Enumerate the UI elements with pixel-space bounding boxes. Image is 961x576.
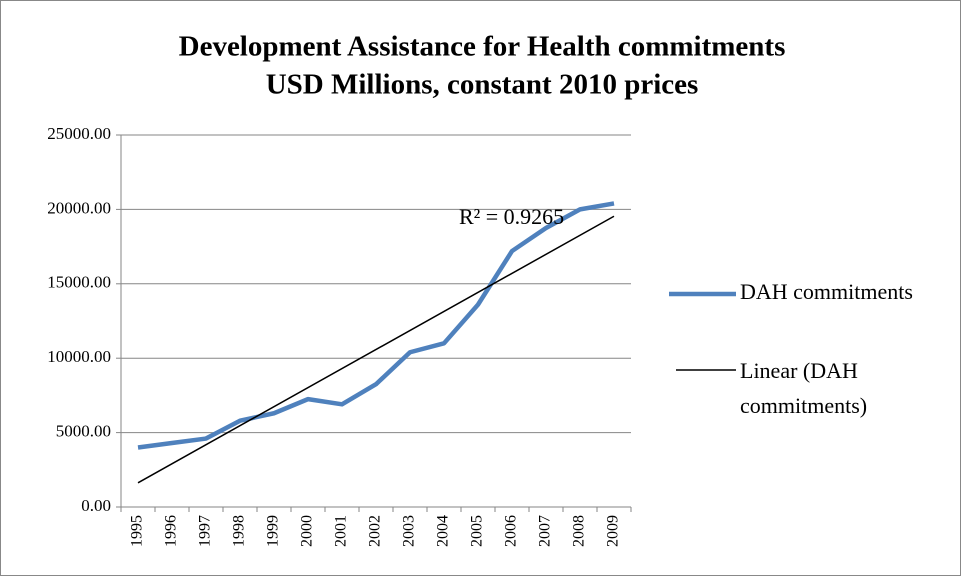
- data-line: [137, 201, 615, 450]
- x-tick-label: 1996: [163, 515, 180, 547]
- y-tick-label: 0.00: [81, 496, 111, 515]
- chart-title: Development Assistance for Health commit…: [179, 31, 786, 63]
- x-tick-label: 2007: [537, 515, 554, 547]
- legend-label: DAH commitments: [740, 279, 913, 304]
- x-tick-label: 1998: [231, 515, 248, 547]
- y-tick-label: 5000.00: [56, 422, 111, 441]
- x-tick-label: 1995: [129, 515, 146, 547]
- trend-annotation: R² = 0.9265: [459, 204, 564, 229]
- x-tick-label: 2004: [435, 515, 452, 547]
- x-tick-label: 2005: [469, 515, 486, 547]
- x-tick-label: 2003: [401, 515, 418, 547]
- x-tick-label: 2000: [299, 515, 316, 547]
- x-tick-label: 2002: [367, 515, 384, 547]
- x-tick-label: 2001: [333, 515, 350, 547]
- legend-label: Linear (DAH commitments): [740, 358, 868, 418]
- x-tick-label: 2009: [605, 515, 622, 547]
- y-tick-label: 20000.00: [47, 198, 111, 217]
- trend-line: [137, 215, 615, 484]
- legend-label-box: Linear (DAH commitments): [740, 358, 868, 418]
- x-tick-label: 1997: [197, 515, 214, 547]
- y-tick-label: 25000.00: [47, 124, 111, 143]
- y-tick-label: 15000.00: [47, 273, 111, 292]
- x-tick-label: 2008: [571, 515, 588, 547]
- y-tick-label: 10000.00: [47, 347, 111, 366]
- x-tick-label: 2006: [503, 515, 520, 547]
- x-tick-label: 1999: [265, 515, 282, 547]
- chart-subtitle: USD Millions, constant 2010 prices: [266, 69, 699, 101]
